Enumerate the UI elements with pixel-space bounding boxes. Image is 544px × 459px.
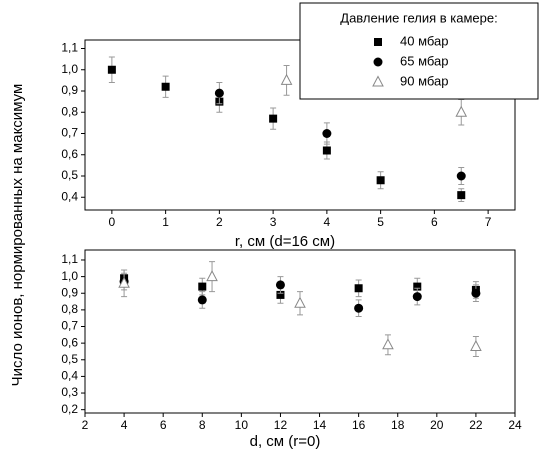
y-tick-label: 1,0 xyxy=(61,269,78,283)
marker xyxy=(280,73,293,85)
x-tick-label: 5 xyxy=(377,215,384,229)
y-tick-label: 0,3 xyxy=(61,385,78,399)
x-tick-label: 4 xyxy=(121,418,128,432)
x-axis-label: d, см (r=0) xyxy=(250,433,321,450)
marker xyxy=(457,191,466,200)
marker xyxy=(118,276,130,288)
x-tick-label: 2 xyxy=(216,215,223,229)
marker xyxy=(214,88,224,98)
legend: Давление гелия в камере: 40 мбар 65 мбар 90… xyxy=(299,2,539,100)
marker xyxy=(455,105,468,117)
x-tick-label: 7 xyxy=(485,215,492,229)
legend-title: Давление гелия в камере: xyxy=(340,10,497,25)
x-tick-label: 20 xyxy=(430,418,444,432)
marker xyxy=(374,38,382,46)
marker xyxy=(470,339,482,351)
y-tick-label: 0,8 xyxy=(61,104,78,118)
y-tick-label: 0,2 xyxy=(61,402,78,416)
legend-box xyxy=(299,2,539,100)
marker xyxy=(107,65,116,74)
marker xyxy=(269,114,278,123)
y-tick-label: 0,9 xyxy=(61,285,78,299)
y-tick-label: 0,5 xyxy=(61,168,78,182)
y-tick-label: 0,4 xyxy=(61,369,78,383)
x-tick-label: 3 xyxy=(270,215,277,229)
x-tick-label: 12 xyxy=(274,418,288,432)
y-axis-label: Число ионов, нормированных на максимум xyxy=(9,84,26,387)
x-tick-label: 16 xyxy=(352,418,366,432)
marker xyxy=(373,57,383,67)
plot-frame xyxy=(84,249,516,414)
y-tick-label: 0,5 xyxy=(61,352,78,366)
y-tick-label: 0,4 xyxy=(61,189,78,203)
x-tick-label: 10 xyxy=(235,418,249,432)
marker xyxy=(322,146,331,155)
marker xyxy=(294,296,306,308)
y-tick-label: 0,7 xyxy=(61,126,78,140)
marker xyxy=(372,75,384,87)
marker xyxy=(206,270,218,282)
marker xyxy=(413,282,422,291)
x-tick-label: 18 xyxy=(391,418,405,432)
marker xyxy=(382,338,394,350)
x-tick-label: 22 xyxy=(469,418,483,432)
x-tick-label: 2 xyxy=(82,418,89,432)
marker xyxy=(275,280,285,290)
y-tick-label: 1,0 xyxy=(61,62,78,76)
y-tick-label: 0,9 xyxy=(61,83,78,97)
y-tick-label: 0,8 xyxy=(61,302,78,316)
y-tick-label: 0,6 xyxy=(61,147,78,161)
x-tick-label: 8 xyxy=(199,418,206,432)
y-tick-label: 0,7 xyxy=(61,319,78,333)
marker xyxy=(471,288,481,298)
marker xyxy=(322,129,332,138)
marker xyxy=(161,82,170,91)
x-tick-label: 6 xyxy=(160,418,167,432)
marker xyxy=(197,295,207,305)
marker xyxy=(376,176,385,185)
legend-label: 90 мбар xyxy=(400,73,448,88)
marker xyxy=(456,171,466,181)
y-tick-label: 0,6 xyxy=(61,335,78,349)
x-tick-label: 14 xyxy=(313,418,327,432)
marker xyxy=(412,292,422,302)
marker xyxy=(354,303,364,313)
y-tick-label: 1,1 xyxy=(61,252,78,266)
marker xyxy=(354,284,363,293)
marker xyxy=(198,282,207,291)
x-tick-label: 1 xyxy=(162,215,169,229)
x-tick-label: 24 xyxy=(508,418,522,432)
legend-label: 65 мбар xyxy=(400,53,448,68)
x-tick-label: 0 xyxy=(109,215,116,229)
marker xyxy=(276,290,285,299)
x-tick-label: 4 xyxy=(324,215,331,229)
y-tick-label: 1,1 xyxy=(61,41,78,55)
x-axis-label: r, см (d=16 см) xyxy=(235,233,335,250)
legend-label: 40 мбар xyxy=(400,33,448,48)
x-tick-label: 6 xyxy=(431,215,438,229)
